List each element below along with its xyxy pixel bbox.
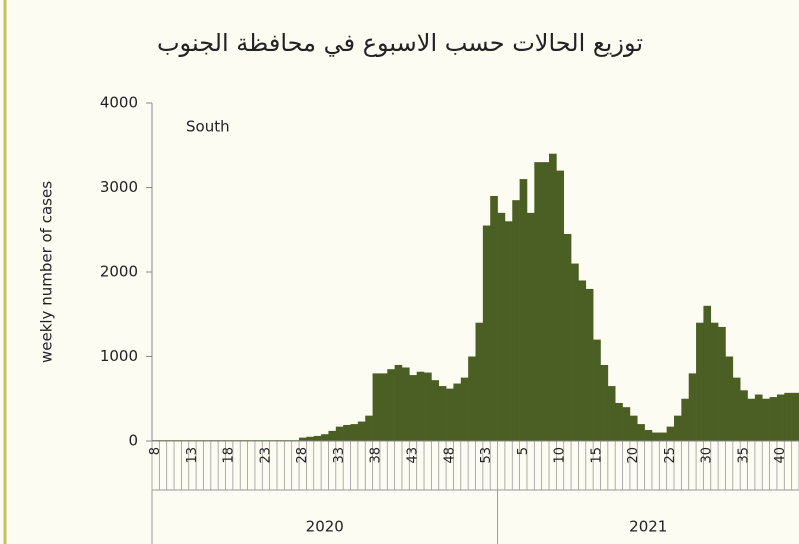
bar (401, 367, 410, 441)
bar (754, 394, 763, 441)
y-tick-label: 3000 (100, 178, 138, 196)
bar (769, 397, 778, 441)
bar (431, 380, 440, 441)
x-tick-label: 43 (406, 447, 421, 464)
bar (762, 398, 770, 441)
bar (490, 195, 498, 441)
bar (600, 364, 609, 441)
chart-title: توزيع الحالات حسب الاسبوع في محافظة الجن… (157, 29, 643, 57)
bar (607, 386, 616, 441)
bar (460, 377, 469, 441)
x-tick-label: 10 (553, 447, 568, 464)
bar (666, 426, 675, 441)
bar (784, 392, 792, 441)
bar (387, 369, 395, 441)
x-tick-label: 5 (516, 447, 531, 455)
x-tick-label: 35 (736, 447, 751, 464)
x-tick-label: 30 (700, 447, 715, 464)
bar (563, 233, 572, 441)
y-axis-label: weekly number of cases (38, 181, 56, 363)
x-tick-label: 28 (295, 447, 310, 464)
y-tick-label: 2000 (100, 263, 138, 281)
x-tick-label: 48 (442, 447, 457, 464)
bar (446, 388, 454, 441)
bar (365, 415, 373, 441)
x-tick-label: 23 (258, 447, 273, 464)
x-tick-label: 20 (626, 447, 641, 464)
bar (321, 434, 329, 441)
bar (328, 430, 337, 441)
bar (740, 390, 748, 441)
x-tick-label: 15 (589, 447, 604, 464)
bar (651, 432, 660, 441)
bar (482, 225, 491, 441)
y-tick-label: 4000 (100, 94, 138, 112)
bar (534, 162, 542, 441)
x-tick-label: 25 (663, 447, 678, 464)
bar (593, 339, 601, 441)
bar (313, 435, 322, 441)
bar (696, 322, 704, 441)
x-tick-label: 40 (773, 447, 788, 464)
bar (519, 179, 528, 442)
bar (438, 386, 447, 441)
bar (571, 263, 579, 441)
annotation: South (186, 118, 230, 136)
bar (659, 432, 667, 441)
bar (585, 288, 594, 441)
bar (791, 392, 799, 441)
bar (688, 373, 697, 441)
bar (622, 407, 631, 441)
x-tick-label: 13 (185, 447, 200, 464)
x-tick-label: 18 (222, 447, 237, 464)
x-tick-label: 33 (332, 447, 347, 464)
bar (394, 364, 403, 441)
bar (681, 398, 690, 441)
y-tick-label: 0 (128, 432, 138, 450)
bar (416, 371, 425, 441)
bar (556, 170, 565, 441)
bar (379, 373, 388, 441)
bar (541, 162, 550, 441)
bar (343, 424, 351, 441)
bar (747, 398, 756, 441)
bar (512, 200, 520, 441)
bar (718, 326, 726, 441)
bar (526, 212, 535, 441)
bar (644, 430, 653, 441)
bar (306, 436, 315, 441)
bar (372, 373, 381, 441)
bar (299, 437, 307, 441)
year-label: 2020 (306, 518, 344, 536)
bar (497, 212, 506, 441)
bar (725, 356, 734, 441)
bar (578, 280, 587, 441)
bar (335, 426, 344, 441)
bar (424, 372, 432, 441)
bar (674, 415, 682, 441)
x-tick-label: 8 (148, 447, 163, 455)
y-tick-label: 1000 (100, 347, 138, 365)
bar (475, 322, 484, 441)
bar (776, 394, 785, 441)
bar (504, 221, 513, 441)
x-tick-label: 53 (479, 447, 494, 464)
bar (350, 424, 359, 441)
bar (549, 153, 557, 441)
bar (453, 383, 462, 441)
year-label: 2021 (629, 518, 667, 536)
bar (637, 424, 645, 441)
bar (629, 415, 638, 441)
bar (615, 402, 623, 441)
bar (468, 356, 476, 441)
bar (409, 375, 417, 441)
bar (710, 322, 719, 441)
bar (357, 421, 366, 441)
bar (703, 305, 712, 441)
x-tick-label: 38 (369, 447, 384, 464)
bar (732, 377, 741, 441)
